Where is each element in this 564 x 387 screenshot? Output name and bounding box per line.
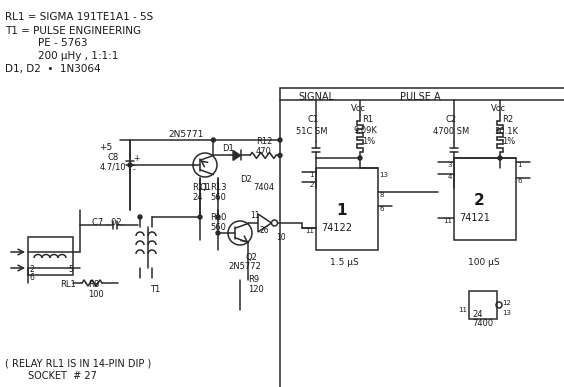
Text: R9: R9 [248,275,259,284]
Text: SIGNAL: SIGNAL [298,92,334,102]
Text: 24: 24 [472,310,482,319]
Text: 1%: 1% [362,137,375,146]
Text: SOCKET  # 27: SOCKET # 27 [28,371,97,381]
Text: 2: 2 [310,182,314,188]
Text: RL1: RL1 [60,280,76,289]
Bar [469,291,497,319]
Circle shape [278,138,282,142]
Text: 2: 2 [30,265,35,274]
Text: T1: T1 [150,285,160,294]
Text: 8: 8 [379,192,384,198]
Text: 9.09K: 9.09K [354,126,378,135]
Text: 2N5772: 2N5772 [228,262,261,271]
Text: T1 = PULSE ENGINEERING: T1 = PULSE ENGINEERING [5,26,141,36]
Text: 6: 6 [517,178,522,184]
Text: 200 μHy , 1:1:1: 200 μHy , 1:1:1 [38,51,118,61]
Text: PULSE A: PULSE A [400,92,440,102]
Text: 560: 560 [210,193,226,202]
Bar [316,168,378,250]
Text: 1: 1 [336,203,346,218]
Text: C1: C1 [308,115,319,124]
Text: 11: 11 [250,211,259,220]
Text: C2: C2 [445,115,456,124]
Text: D1: D1 [222,144,233,153]
Text: D1, D2  •  1N3064: D1, D2 • 1N3064 [5,64,100,74]
Text: +: + [133,154,139,163]
Text: ( RELAY RL1 IS IN 14-PIN DIP ): ( RELAY RL1 IS IN 14-PIN DIP ) [5,358,151,368]
Text: 51C SM: 51C SM [296,127,328,136]
Text: 12: 12 [502,300,511,306]
Text: PE - 5763: PE - 5763 [38,38,87,48]
Text: 4700 SM: 4700 SM [433,127,469,136]
Text: C7  .02: C7 .02 [92,218,122,227]
Text: R10: R10 [210,213,226,222]
Text: 1.5 μS: 1.5 μS [330,258,359,267]
Text: R11: R11 [192,183,208,192]
Text: 1%: 1% [502,137,515,146]
Text: 13: 13 [502,310,511,316]
Text: 74122: 74122 [321,223,352,233]
Text: R1: R1 [362,115,373,124]
Text: 120: 120 [248,285,264,294]
Text: 7400: 7400 [472,319,493,328]
Bar [454,158,516,240]
Text: 10: 10 [276,233,285,242]
Text: 13: 13 [379,172,388,178]
Text: 560: 560 [210,223,226,232]
Text: R2: R2 [502,115,513,124]
Text: 100: 100 [88,290,104,299]
Text: +5: +5 [99,143,112,152]
Circle shape [278,153,282,158]
Text: Q1: Q1 [200,183,212,192]
Circle shape [212,138,215,142]
Text: 4: 4 [448,174,452,180]
Circle shape [198,215,202,219]
Text: -: - [133,165,136,174]
Text: 1: 1 [517,162,522,168]
Circle shape [498,156,502,160]
Text: 2: 2 [474,193,484,208]
Text: 7404: 7404 [253,183,274,192]
Text: C8: C8 [108,153,119,162]
Text: R8: R8 [88,280,99,289]
Text: 3: 3 [447,162,452,168]
Text: D2: D2 [240,175,252,184]
Text: R13: R13 [210,183,227,192]
Circle shape [138,215,142,219]
Circle shape [216,215,220,219]
Text: 24: 24 [192,193,202,202]
Text: 100 μS: 100 μS [468,258,500,267]
Text: 30.1K: 30.1K [494,127,518,136]
Text: 1: 1 [310,172,314,178]
Circle shape [216,231,220,235]
Text: 4.7/10: 4.7/10 [100,163,127,172]
Text: 11: 11 [305,228,314,234]
Text: 470: 470 [256,147,272,156]
Text: 11: 11 [443,218,452,224]
Text: 2N5771: 2N5771 [168,130,204,139]
Text: 74121: 74121 [459,213,490,223]
Polygon shape [233,151,240,160]
Text: Q2: Q2 [245,253,257,262]
Text: 5: 5 [68,265,73,274]
Text: R12: R12 [256,137,272,146]
Text: Vcc: Vcc [350,104,365,113]
Text: Vcc: Vcc [491,104,505,113]
Text: 11: 11 [458,307,467,313]
Text: 6: 6 [30,273,35,282]
Circle shape [358,156,362,160]
Circle shape [128,163,132,167]
Text: RL1 = SIGMA 191TE1A1 - 5S: RL1 = SIGMA 191TE1A1 - 5S [5,12,153,22]
Text: 6: 6 [379,206,384,212]
Bar [28,237,73,275]
Text: 26: 26 [260,226,270,235]
